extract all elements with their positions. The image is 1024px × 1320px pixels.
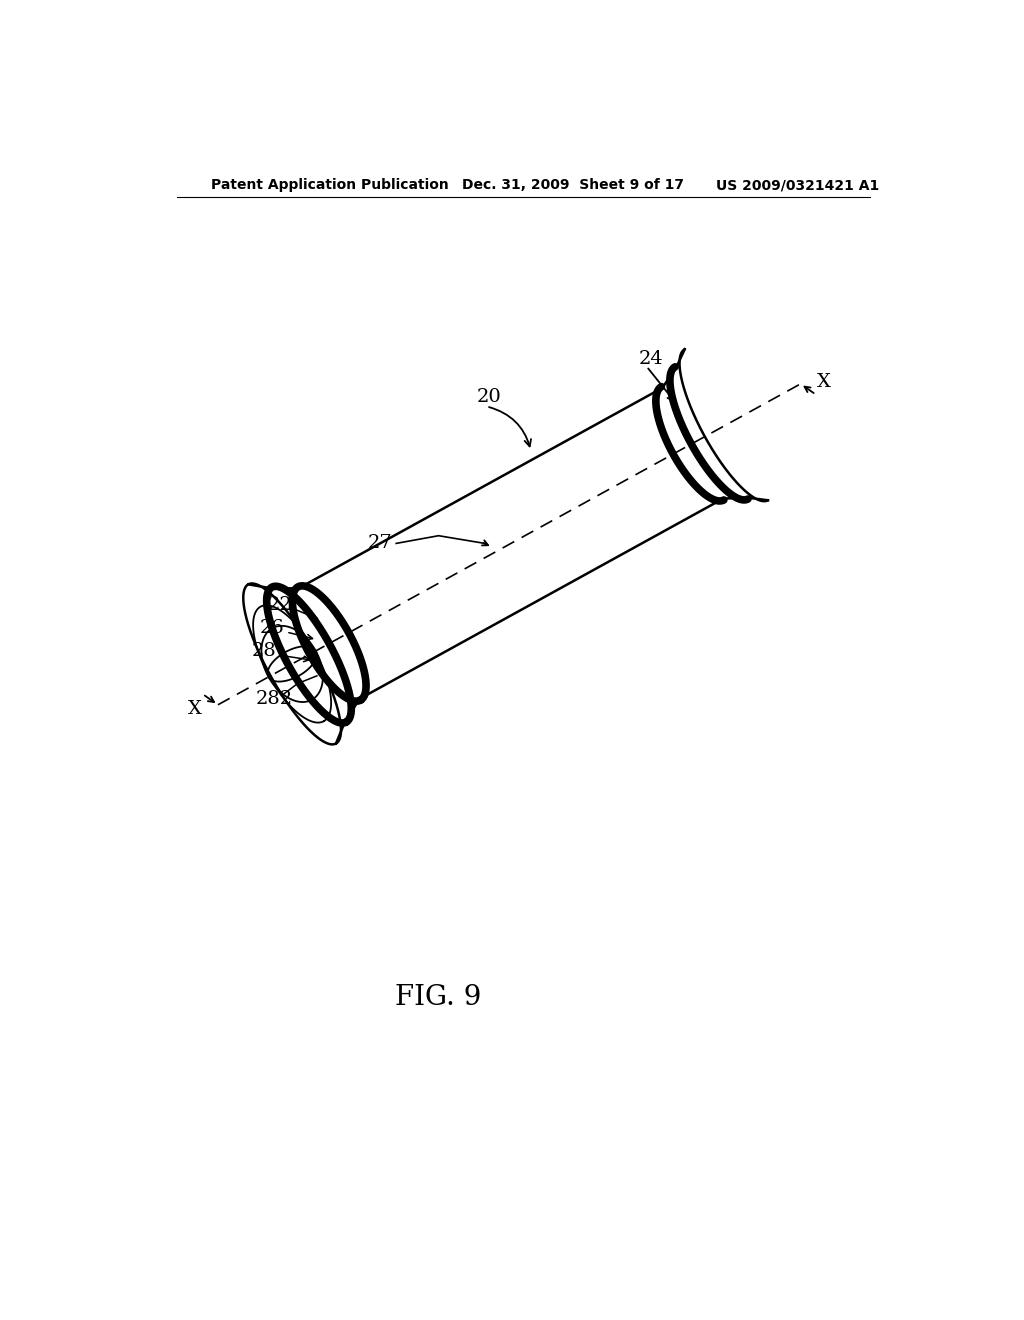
Text: 24: 24 (639, 350, 664, 367)
Text: FIG. 9: FIG. 9 (395, 985, 481, 1011)
Text: 22: 22 (267, 597, 292, 614)
Text: 20: 20 (477, 388, 502, 407)
Text: 282: 282 (255, 690, 293, 708)
Text: X: X (817, 372, 830, 391)
Text: 28: 28 (252, 643, 276, 660)
Text: 26: 26 (260, 619, 285, 638)
Text: 27: 27 (368, 535, 392, 552)
Text: Dec. 31, 2009  Sheet 9 of 17: Dec. 31, 2009 Sheet 9 of 17 (462, 178, 684, 193)
Text: Patent Application Publication: Patent Application Publication (211, 178, 450, 193)
Text: US 2009/0321421 A1: US 2009/0321421 A1 (716, 178, 879, 193)
Text: X: X (187, 700, 202, 718)
